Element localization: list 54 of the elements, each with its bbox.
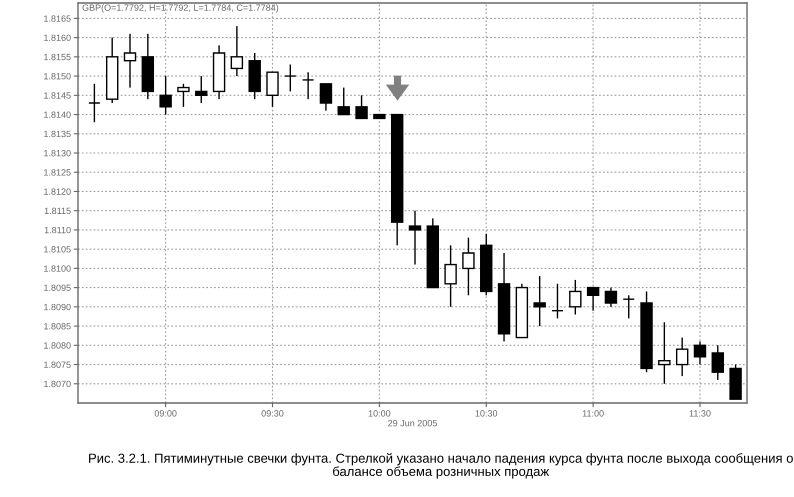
candlestick — [195, 75, 208, 104]
candlestick — [444, 244, 457, 308]
y-tick-label: 1.8085 — [44, 323, 71, 330]
candlestick — [266, 72, 279, 108]
y-tick-label: 1.8090 — [44, 304, 71, 310]
y-tick-label: 1.8075 — [44, 362, 71, 368]
y-tick-label: 1.8145 — [44, 92, 71, 99]
x-tick-label: 09:30 — [262, 410, 284, 417]
candlestick — [712, 344, 724, 381]
x-tick-label: 10:00 — [368, 410, 390, 417]
y-tick-label: 1.8150 — [44, 73, 71, 80]
x-tick-label: 11:00 — [582, 410, 604, 417]
y-tick-label: 1.8105 — [44, 246, 71, 253]
candlestick — [177, 83, 190, 108]
y-tick-label: 1.8115 — [44, 208, 71, 214]
x-tick-label: 10:30 — [476, 410, 498, 417]
candlestick — [338, 86, 350, 116]
candlestick — [551, 283, 564, 320]
y-tick-label: 1.8095 — [44, 284, 71, 291]
y-tick-label: 1.8070 — [44, 380, 71, 388]
candlestick — [604, 286, 618, 308]
candlestick — [622, 294, 635, 320]
candlestick — [533, 275, 546, 327]
candlestick — [408, 210, 422, 266]
annotation: GBP(O=1.7792, H=1.7792, L=1.7784, C=1.7784) — [82, 4, 278, 13]
y-tick-label: 1.8080 — [44, 342, 71, 349]
candlestick — [355, 94, 368, 120]
candlestick — [88, 83, 101, 123]
candlestick — [284, 64, 297, 92]
y-tick-label: 1.8110 — [44, 226, 71, 234]
y-tick-label: 1.8100 — [44, 265, 71, 272]
x-tick-label: 11:30 — [690, 410, 711, 417]
candlestick — [320, 83, 332, 112]
candlestick — [159, 75, 172, 116]
y-tick-label: 1.8160 — [44, 34, 71, 41]
text: Рис. 3.2.1. Пятиминутные свечки фунта. Стрелкой указано начало падения курса фунта после выхода сообщения о балансе объема розничных продаж — [89, 453, 793, 479]
y-tick-label: 1.8130 — [44, 150, 71, 156]
y-tick-label: 1.8125 — [44, 169, 71, 176]
y-tick-label: 1.8135 — [44, 130, 71, 138]
candlestick — [124, 33, 136, 88]
x-tick-label: 09:00 — [154, 410, 177, 417]
candlestick — [569, 279, 582, 316]
y-tick-label: 1.8140 — [44, 112, 71, 118]
y-tick-label: 1.8165 — [44, 15, 71, 22]
candlestick — [302, 72, 314, 100]
candlestick — [462, 236, 475, 296]
candlestick — [658, 322, 671, 384]
candlestick — [694, 340, 706, 366]
candlestick — [586, 286, 600, 312]
y-tick-label: 1.8155 — [44, 54, 71, 60]
x-axis-title: 29 Jun 2005 — [388, 420, 437, 426]
y-tick-label: 1.8120 — [44, 188, 71, 195]
candlestick — [230, 25, 244, 77]
candlestick — [676, 336, 688, 377]
